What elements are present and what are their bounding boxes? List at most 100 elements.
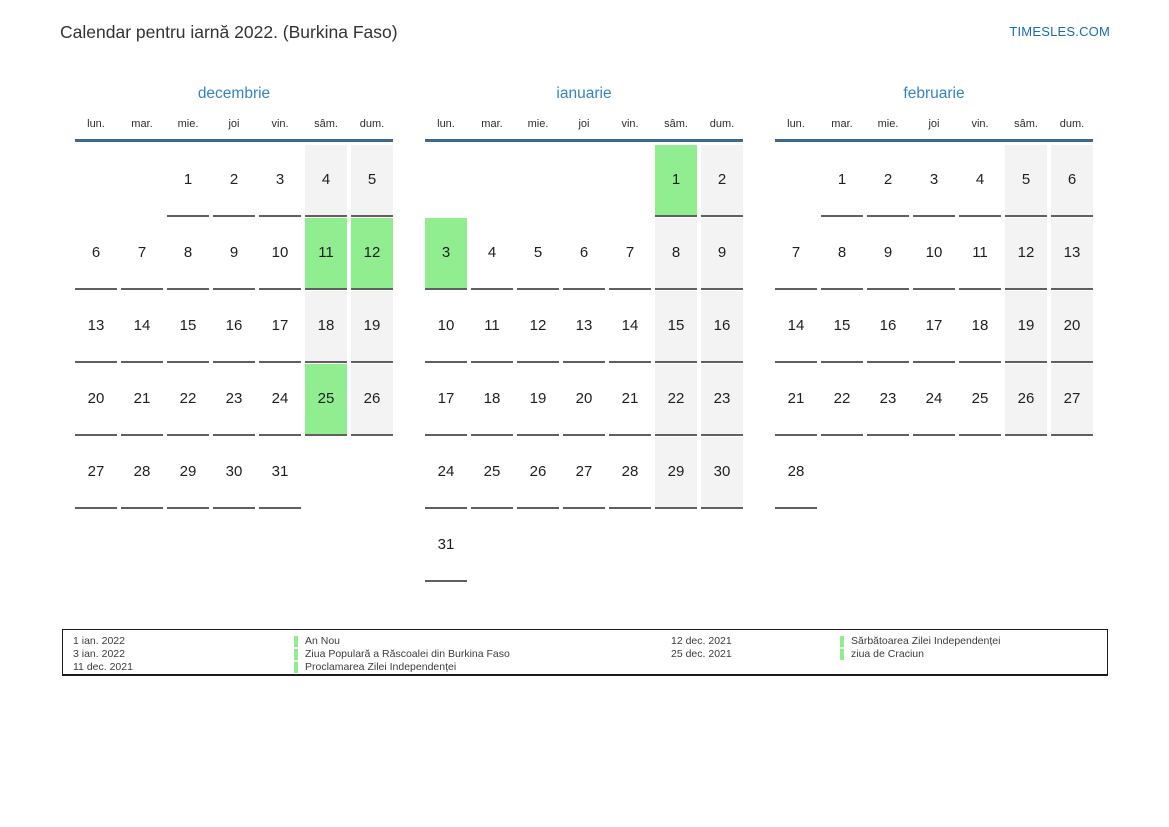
days-grid: 1 2 3 4 5 6 7 8 9 10 11 12 13 14 15 16 17 18 19 20 21 22 23 24 2… xyxy=(75,144,393,509)
legend-dates-right: 12 dec. 2021 25 dec. 2021 xyxy=(671,635,732,661)
day-cell: 6 xyxy=(75,218,117,290)
day-cell: 11 xyxy=(471,291,513,363)
day-cell: 18 xyxy=(959,291,1001,363)
day-cell xyxy=(913,437,955,509)
legend-names-right: Sărbătoarea Zilei Independenței ziua de C… xyxy=(840,635,1000,661)
weekday-label: sâm. xyxy=(1014,118,1038,130)
legend-name-line: Sărbătoarea Zilei Independenței xyxy=(840,635,1000,648)
day-cell: 8 xyxy=(167,218,209,290)
day-cell: 26 xyxy=(1005,363,1047,436)
day-cell: 31 xyxy=(425,510,467,582)
day-cell: 22 xyxy=(655,363,697,436)
day-cell: 6 xyxy=(1051,144,1093,217)
legend-names-left: An Nou Ziua Populară a Răscoalei din Burk… xyxy=(294,635,510,674)
day-cell: 29 xyxy=(167,437,209,509)
months-row: decembrie lun. mar. mie. joi vin. sâm. dum. 1 2 3 4… xyxy=(75,84,1093,582)
weekday-label: vin. xyxy=(621,118,639,130)
legend-name: ziua de Craciun xyxy=(851,648,924,660)
weekday-label: lun. xyxy=(437,118,455,130)
legend-name-line: An Nou xyxy=(294,635,510,648)
day-cell: 25 xyxy=(959,364,1001,436)
weekday-header-row: lun. mar. mie. joi vin. sâm. dum. xyxy=(775,117,1093,131)
month-calendar: februarie lun. mar. mie. joi vin. sâm. dum. 1 2 3 4… xyxy=(775,84,1093,582)
day-cell: 4 xyxy=(305,144,347,217)
day-cell: 12 xyxy=(351,217,393,290)
day-cell: 9 xyxy=(701,217,743,290)
legend-box: 1 ian. 2022 3 ian. 2022 11 dec. 2021 An No… xyxy=(62,629,1108,676)
day-cell: 1 xyxy=(655,144,697,217)
day-cell: 31 xyxy=(259,437,301,509)
page-title: Calendar pentru iarnă 2022. (Burkina Fas… xyxy=(60,22,398,42)
weekday-label: mar. xyxy=(481,118,503,130)
day-cell: 5 xyxy=(517,218,559,290)
day-cell: 23 xyxy=(701,363,743,436)
weekday-label: dum. xyxy=(1059,118,1085,130)
day-cell: 28 xyxy=(121,437,163,509)
legend-name: Sărbătoarea Zilei Independenței xyxy=(851,635,1001,647)
weekday-label: joi xyxy=(578,118,590,130)
day-cell xyxy=(425,145,467,217)
holiday-marker-icon xyxy=(294,636,298,647)
day-cell: 21 xyxy=(609,364,651,436)
holiday-marker-icon xyxy=(294,662,298,673)
day-cell: 20 xyxy=(563,364,605,436)
weekday-label: vin. xyxy=(971,118,989,130)
day-cell xyxy=(1005,437,1047,509)
day-cell: 4 xyxy=(471,218,513,290)
month-calendar: ianuarie lun. mar. mie. joi vin. sâm. dum. 1 2 3 4 5… xyxy=(425,84,743,582)
day-cell: 13 xyxy=(563,291,605,363)
weekday-label: sâm. xyxy=(664,118,688,130)
day-cell: 6 xyxy=(563,218,605,290)
day-cell: 14 xyxy=(609,291,651,363)
day-cell: 19 xyxy=(517,364,559,436)
day-cell: 24 xyxy=(913,364,955,436)
day-cell: 15 xyxy=(655,290,697,363)
month-title: ianuarie xyxy=(556,85,612,102)
day-cell: 5 xyxy=(1005,144,1047,217)
day-cell: 23 xyxy=(213,364,255,436)
day-cell: 2 xyxy=(867,145,909,217)
month-header-rule xyxy=(775,139,1093,142)
month-title: decembrie xyxy=(197,85,271,102)
holiday-marker-icon xyxy=(840,636,844,647)
day-cell: 1 xyxy=(167,145,209,217)
day-cell: 20 xyxy=(1051,290,1093,363)
day-cell: 7 xyxy=(775,218,817,290)
day-cell: 22 xyxy=(821,364,863,436)
day-cell xyxy=(867,437,909,509)
day-cell xyxy=(517,510,559,582)
site-link[interactable]: TIMESLES.COM xyxy=(1009,24,1110,39)
month-header-rule xyxy=(75,139,393,142)
day-cell: 10 xyxy=(913,218,955,290)
day-cell xyxy=(959,437,1001,509)
day-cell: 11 xyxy=(959,218,1001,290)
day-cell: 2 xyxy=(213,145,255,217)
day-cell xyxy=(471,510,513,582)
day-cell: 3 xyxy=(259,145,301,217)
weekday-label: lun. xyxy=(787,118,805,130)
day-cell xyxy=(609,145,651,217)
day-cell: 24 xyxy=(425,437,467,509)
day-cell: 30 xyxy=(213,437,255,509)
weekday-label: joi xyxy=(228,118,240,130)
days-grid: 1 2 3 4 5 6 7 8 9 10 11 12 13 14 15 16 17 18 19 20 21 22 23 24 2… xyxy=(425,144,743,582)
day-cell xyxy=(121,145,163,217)
legend-name: An Nou xyxy=(305,635,341,647)
day-cell: 20 xyxy=(75,364,117,436)
day-cell: 16 xyxy=(213,291,255,363)
day-cell: 28 xyxy=(609,437,651,509)
day-cell: 16 xyxy=(701,290,743,363)
day-cell: 1 xyxy=(821,145,863,217)
day-cell: 7 xyxy=(121,218,163,290)
day-cell: 26 xyxy=(351,363,393,436)
day-cell xyxy=(1051,437,1093,509)
weekday-label: sâm. xyxy=(314,118,338,130)
day-cell: 3 xyxy=(425,217,467,290)
holiday-marker-icon xyxy=(294,649,298,660)
holiday-marker-icon xyxy=(840,649,844,660)
weekday-label: dum. xyxy=(359,118,385,130)
legend-date: 25 dec. 2021 xyxy=(671,648,732,660)
legend-date: 11 dec. 2021 xyxy=(73,661,133,673)
day-cell: 29 xyxy=(655,436,697,509)
weekday-label: dum. xyxy=(709,118,735,130)
